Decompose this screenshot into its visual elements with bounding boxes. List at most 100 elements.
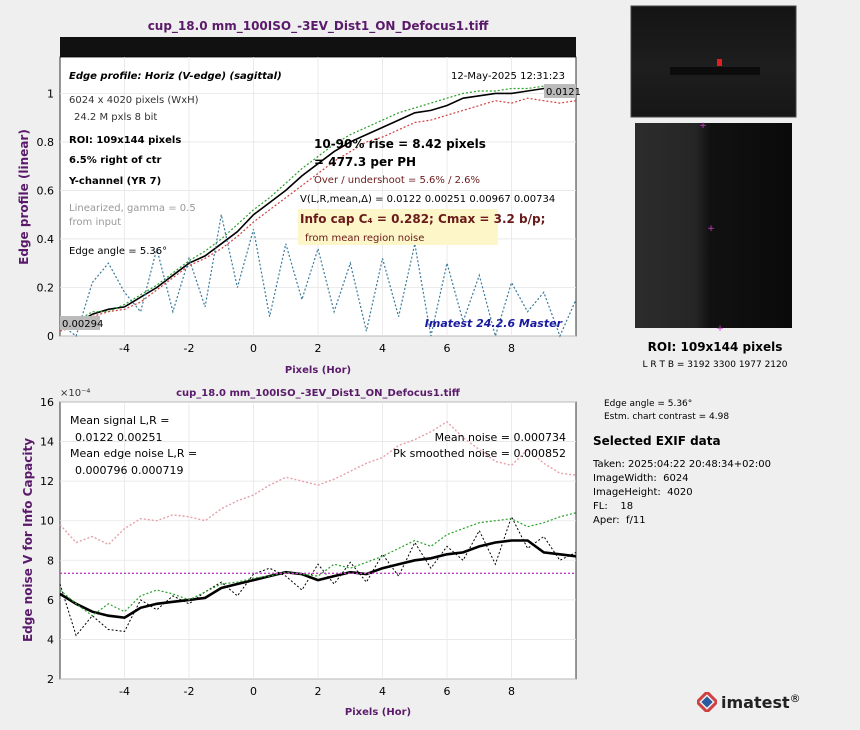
bottom-xlabel: Pixels (Hor) <box>345 707 411 718</box>
top-series <box>59 85 577 339</box>
roi-label: ROI: 109x144 pixels <box>647 340 783 354</box>
y-tick-label: 0.4 <box>37 233 55 246</box>
edge-angle-top: Edge angle = 5.36° <box>69 246 167 257</box>
mean-signal-label: Mean signal L,R = <box>70 414 169 427</box>
exif-aper: Aper: f/11 <box>593 515 646 526</box>
edge-noise-chart: cup_18.0 mm_100ISO_-3EV_Dist1_ON_Defocus… <box>21 388 577 718</box>
x-tick-label: -2 <box>184 342 195 355</box>
roi-bottom-marker: + <box>716 324 724 334</box>
bottom-gridlines <box>60 401 576 680</box>
y-tick-label: 1 <box>47 87 54 100</box>
y-tick-label: 0.8 <box>37 136 55 149</box>
edge-profile-chart-title: cup_18.0 mm_100ISO_-3EV_Dist1_ON_Defocus… <box>148 19 489 34</box>
series-line-black-thick <box>59 539 577 620</box>
left-value: 0.00294 <box>62 319 103 330</box>
brand-mark: ® <box>789 691 801 705</box>
right-value: 0.0121 <box>546 87 581 98</box>
exponent-label: ×10⁻⁴ <box>60 388 90 399</box>
y-tick-label: 0.6 <box>37 184 55 197</box>
x-tick-label: 4 <box>379 685 386 698</box>
exif-height: ImageHeight: 4020 <box>593 487 693 498</box>
y-tick-label: 0 <box>47 330 54 343</box>
edge-noise-chart-title: cup_18.0 mm_100ISO_-3EV_Dist1_ON_Defocus… <box>176 388 461 399</box>
x-tick-label: 8 <box>508 342 515 355</box>
roi-top-marker: + <box>699 121 707 131</box>
pk-noise-label: Pk smoothed noise = 0.000852 <box>393 447 566 460</box>
x-tick-label: 2 <box>315 342 322 355</box>
y-tick-label: 12 <box>40 475 54 488</box>
timestamp: 12-May-2025 12:31:23 <box>451 71 565 82</box>
series-line-red-dotted <box>59 97 577 332</box>
mean-noise-label: Mean noise = 0.000734 <box>435 431 566 444</box>
series-line-green-dotted <box>59 85 576 327</box>
y-tick-label: 0.2 <box>37 281 55 294</box>
roi-info: ROI: 109x144 pixels <box>69 135 181 146</box>
y-tick-label: 14 <box>40 436 54 449</box>
y-tick-label: 16 <box>40 396 54 409</box>
channel-info: Y-channel (YR 7) <box>68 176 161 187</box>
series-line-pink-dotted <box>59 420 577 546</box>
top-ylabel: Edge profile (linear) <box>17 129 31 265</box>
mpixels-info: 24.2 M pxls 8 bit <box>74 112 157 123</box>
exif-heading: Selected EXIF data <box>593 434 721 448</box>
per-ph-label: = 477.3 per PH <box>314 155 416 169</box>
bottom-ticks: -4 -2 0 2 4 6 8 2 4 6 8 10 12 14 16 <box>40 396 515 698</box>
bottom-ylabel: Edge noise V for Info Capacity <box>21 438 35 642</box>
chart-contrast: Estm. chart contrast = 4.98 <box>604 412 730 422</box>
bottom-series <box>59 420 577 637</box>
brand-name: imatest <box>721 692 790 712</box>
x-tick-label: 4 <box>379 342 386 355</box>
x-tick-label: 6 <box>444 685 451 698</box>
roi-crop[interactable] <box>635 123 792 328</box>
scene-thumbnail[interactable] <box>630 5 797 118</box>
info-cap-box <box>298 209 498 245</box>
y-tick-label: 4 <box>47 633 54 646</box>
roi-images: + + + <box>630 5 797 334</box>
y-tick-label: 8 <box>47 554 54 567</box>
roi-center-marker: + <box>707 224 715 234</box>
roi-coords: L R T B = 3192 3300 1977 2120 <box>642 360 788 370</box>
linearized-source: from input <box>69 217 121 228</box>
info-cap-label: Info cap C₄ = 0.282; Cmax = 3.2 b/p; <box>300 212 545 226</box>
left-value-box <box>60 316 100 330</box>
x-tick-label: 0 <box>250 342 257 355</box>
top-ticks: -4 -2 0 2 4 6 8 0 0.2 0.4 0.6 0.8 1 <box>37 87 516 355</box>
edge-angle-summary: Edge angle = 5.36° <box>604 399 693 409</box>
exif-width: ImageWidth: 6024 <box>593 473 689 484</box>
x-tick-label: 6 <box>444 342 451 355</box>
roi-caption: ROI: 109x144 pixels L R T B = 3192 3300 … <box>630 340 800 370</box>
overshoot-label: Over / undershoot = 5.6% / 2.6% <box>314 175 480 186</box>
v-values: V(L,R,mean,Δ) = 0.0122 0.00251 0.00967 0… <box>300 194 555 205</box>
exif-list: Taken: 2025:04:22 20:48:34+02:00 ImageWi… <box>593 458 771 528</box>
position-info: 6.5% right of ctr <box>69 155 162 166</box>
series-line-black-dotted <box>59 515 577 637</box>
x-tick-label: 2 <box>315 685 322 698</box>
scene-cup-marker <box>717 59 722 66</box>
watermark: Imatest 24.2.6 Master <box>425 317 563 330</box>
x-tick-label: -4 <box>119 685 130 698</box>
pixels-info: 6024 x 4020 pixels (WxH) <box>69 95 199 106</box>
series-line-green-dotted <box>59 512 577 617</box>
linearized-info: Linearized, gamma = 0.5 <box>69 203 196 214</box>
edge-summary: Edge angle = 5.36° Estm. chart contrast … <box>604 398 729 424</box>
x-tick-label: 0 <box>250 685 257 698</box>
y-tick-label: 6 <box>47 594 54 607</box>
x-tick-label: 8 <box>508 685 515 698</box>
profile-label: Edge profile: Horiz (V-edge) (sagittal) <box>69 71 282 82</box>
mean-edge-noise-values: 0.000796 0.000719 <box>75 464 183 477</box>
dark-edge-strip <box>60 37 576 57</box>
scene-table <box>670 67 760 75</box>
mean-edge-noise-label: Mean edge noise L,R = <box>70 447 197 460</box>
rise-label: 10-90% rise = 8.42 pixels <box>314 137 486 151</box>
y-tick-label: 10 <box>40 515 54 528</box>
series-line-black-solid <box>59 87 577 330</box>
mean-signal-values: 0.0122 0.00251 <box>75 431 162 444</box>
exif-fl: FL: 18 <box>593 501 634 512</box>
right-value-box <box>544 84 576 98</box>
x-tick-label: -2 <box>184 685 195 698</box>
exif-taken: Taken: 2025:04:22 20:48:34+02:00 <box>593 459 771 470</box>
info-cap-source: from mean region noise <box>305 233 424 244</box>
edge-profile-chart: cup_18.0 mm_100ISO_-3EV_Dist1_ON_Defocus… <box>17 19 581 376</box>
series-line-teal-dotted <box>59 214 577 339</box>
